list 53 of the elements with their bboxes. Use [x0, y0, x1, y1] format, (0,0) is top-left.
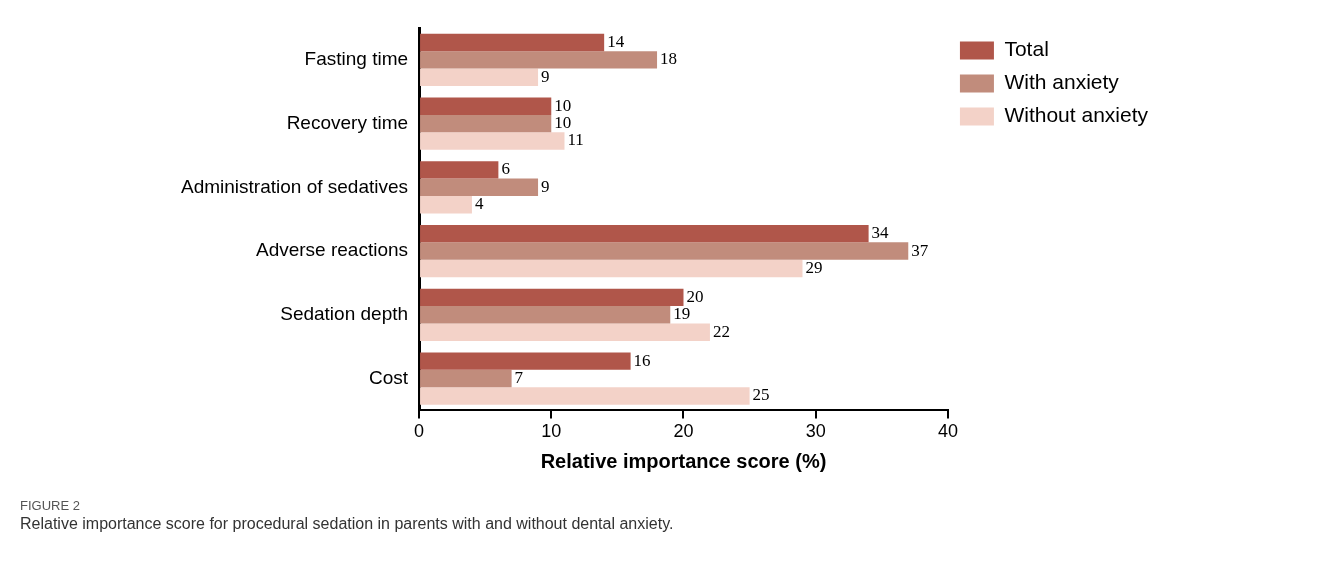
- data-label: 25: [752, 385, 770, 405]
- y-tick-label: Cost: [368, 366, 409, 388]
- y-tick-label: Fasting time: [304, 48, 409, 70]
- bar: [420, 114, 552, 133]
- bar: [420, 196, 472, 214]
- bar: [420, 387, 750, 405]
- bar: [420, 132, 565, 150]
- data-label: 9: [541, 176, 550, 196]
- x-tick-label: 20: [673, 421, 694, 442]
- bar: [420, 51, 658, 69]
- legend-label: Total: [1004, 37, 1049, 61]
- data-label: 34: [871, 223, 890, 243]
- data-label: 20: [686, 286, 704, 306]
- bar: [420, 242, 909, 260]
- caption: FIGURE 2: [20, 498, 81, 513]
- data-label: 10: [554, 95, 572, 115]
- data-label: 22: [712, 321, 730, 341]
- data-label: 37: [911, 240, 929, 260]
- text: Relative importance score for procedural sedation in parents with and without dental anxiety.: [20, 515, 675, 533]
- data-label: 11: [567, 130, 584, 150]
- data-label: 29: [805, 257, 823, 277]
- data-label: 6: [501, 159, 510, 179]
- x-tick-label: 0: [414, 421, 425, 442]
- data-label: 9: [541, 66, 550, 86]
- bar: [420, 178, 539, 197]
- x-tick-label: 40: [937, 421, 958, 442]
- data-label: 16: [633, 350, 651, 370]
- bar: [420, 306, 671, 324]
- y-tick-label: Sedation depth: [280, 303, 409, 325]
- bar: [420, 97, 552, 115]
- bar: [420, 288, 684, 307]
- y-tick-label: Administration of sedatives: [180, 175, 409, 197]
- data-label: 14: [607, 31, 625, 51]
- x-tick-label: 30: [805, 421, 826, 442]
- x-tick-label: 10: [541, 421, 562, 442]
- data-label: 19: [673, 304, 691, 324]
- bar: [420, 224, 869, 243]
- legend-label: With anxiety: [1004, 70, 1120, 94]
- bar: [420, 259, 803, 278]
- bar: [420, 33, 605, 52]
- data-label: 10: [554, 113, 572, 133]
- y-tick-label: Adverse reactions: [255, 239, 409, 261]
- data-label: 4: [474, 194, 484, 214]
- data-label: 7: [514, 368, 524, 387]
- legend-label: Without anxiety: [1004, 103, 1149, 127]
- bar: [420, 161, 499, 179]
- bar: [420, 68, 539, 86]
- y-tick-label: Recovery time: [286, 111, 409, 133]
- data-label: 18: [660, 49, 678, 69]
- x-axis-title: Relative importance score (%): [540, 449, 827, 472]
- bar: [420, 323, 710, 341]
- bar: [420, 369, 512, 388]
- bar: [420, 352, 631, 370]
